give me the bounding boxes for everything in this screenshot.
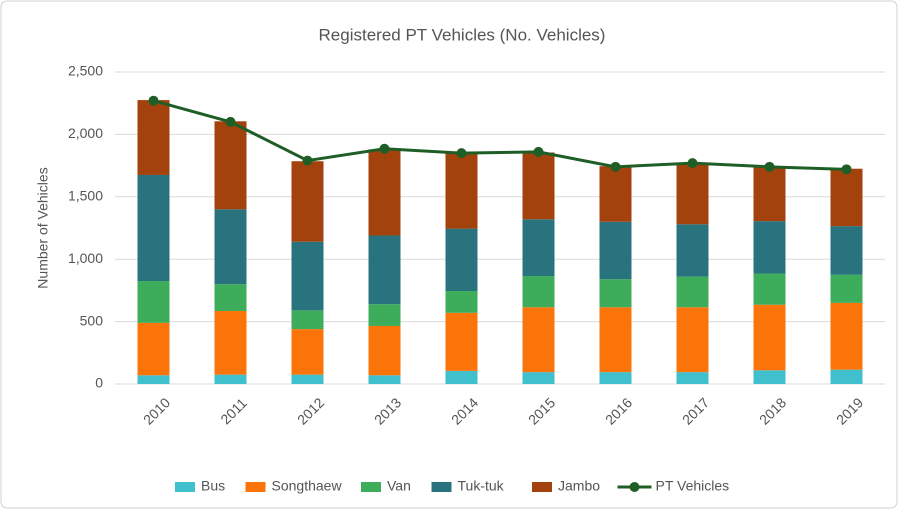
line-marker [302, 155, 313, 166]
bar-segment [368, 325, 401, 376]
line-marker [687, 158, 698, 169]
bar-segment [137, 375, 170, 384]
bar-segment [599, 372, 632, 384]
legend-label: Tuk-tuk [458, 478, 505, 494]
chart-title: Registered PT Vehicles (No. Vehicles) [319, 25, 606, 44]
line-marker [379, 143, 390, 154]
bar-segment [676, 372, 709, 384]
bar-segment [753, 166, 786, 222]
y-tick-label: 2,000 [68, 125, 103, 141]
bar-segment [368, 375, 401, 384]
bar-segment [214, 284, 247, 311]
bar-segment [830, 274, 863, 303]
bar-segment [445, 291, 478, 313]
bar-segment [522, 276, 555, 308]
bar-segment [599, 307, 632, 373]
bar-segment [599, 221, 632, 280]
legend-swatch [431, 482, 452, 492]
legend-label: PT Vehicles [656, 478, 730, 494]
legend-label: Songthaew [272, 478, 343, 494]
bar-segment [599, 279, 632, 308]
bar-segment [291, 241, 324, 311]
bar-segment [676, 163, 709, 225]
bar-segment [214, 310, 247, 375]
line-marker [456, 148, 467, 159]
line-marker [841, 164, 852, 175]
legend-label: Van [387, 478, 411, 494]
y-tick-label: 1,000 [68, 250, 103, 266]
bar-segment [676, 307, 709, 373]
bar-segment [830, 168, 863, 227]
line-marker [148, 95, 159, 106]
bar-segment [445, 153, 478, 229]
bar-segment [291, 329, 324, 375]
bar-segment [676, 224, 709, 277]
bar-segment [368, 149, 401, 236]
bar-segment [753, 273, 786, 305]
y-tick-label: 1,500 [68, 188, 103, 204]
legend-swatch [245, 482, 266, 492]
bar-segment [137, 100, 170, 175]
bar-segment [830, 302, 863, 370]
bar-segment [522, 307, 555, 373]
legend-swatch [361, 482, 381, 492]
legend-swatch [175, 482, 195, 492]
bar-segment [368, 304, 401, 326]
bar-segment [214, 121, 247, 210]
bar-segment [445, 312, 478, 371]
bar-segment [291, 310, 324, 330]
bar-segment [753, 221, 786, 274]
bar-segment [522, 219, 555, 277]
line-marker [764, 161, 775, 172]
bar-segment [137, 174, 170, 282]
legend-label: Jambo [558, 478, 600, 494]
bar-segment [214, 209, 247, 285]
bar-segment [830, 226, 863, 275]
line [153, 99, 847, 171]
bar-segment [753, 370, 786, 384]
line-marker [533, 146, 544, 157]
line-marker [610, 161, 621, 172]
bar-segment [291, 374, 324, 384]
bar-segment [368, 235, 401, 305]
bar-segment [753, 304, 786, 371]
bar-segment [137, 281, 170, 323]
bar-segment [676, 276, 709, 308]
bar-segment [522, 372, 555, 384]
bar-segment [599, 166, 632, 222]
bar-segment [830, 369, 863, 384]
bar-segment [214, 374, 247, 384]
bar-segment [291, 161, 324, 242]
legend-marker [629, 482, 640, 492]
bar-segment [522, 152, 555, 220]
legend-swatch [532, 482, 552, 492]
legend-label: Bus [201, 478, 225, 494]
y-tick-label: 2,500 [68, 63, 103, 79]
y-axis-label: Number of Vehicles [35, 167, 51, 288]
line-marker [225, 116, 236, 127]
bar-segment [137, 322, 170, 376]
bar-segment [445, 228, 478, 292]
y-tick-label: 500 [80, 312, 104, 328]
y-tick-label: 0 [95, 375, 103, 391]
bar-segment [445, 370, 478, 384]
